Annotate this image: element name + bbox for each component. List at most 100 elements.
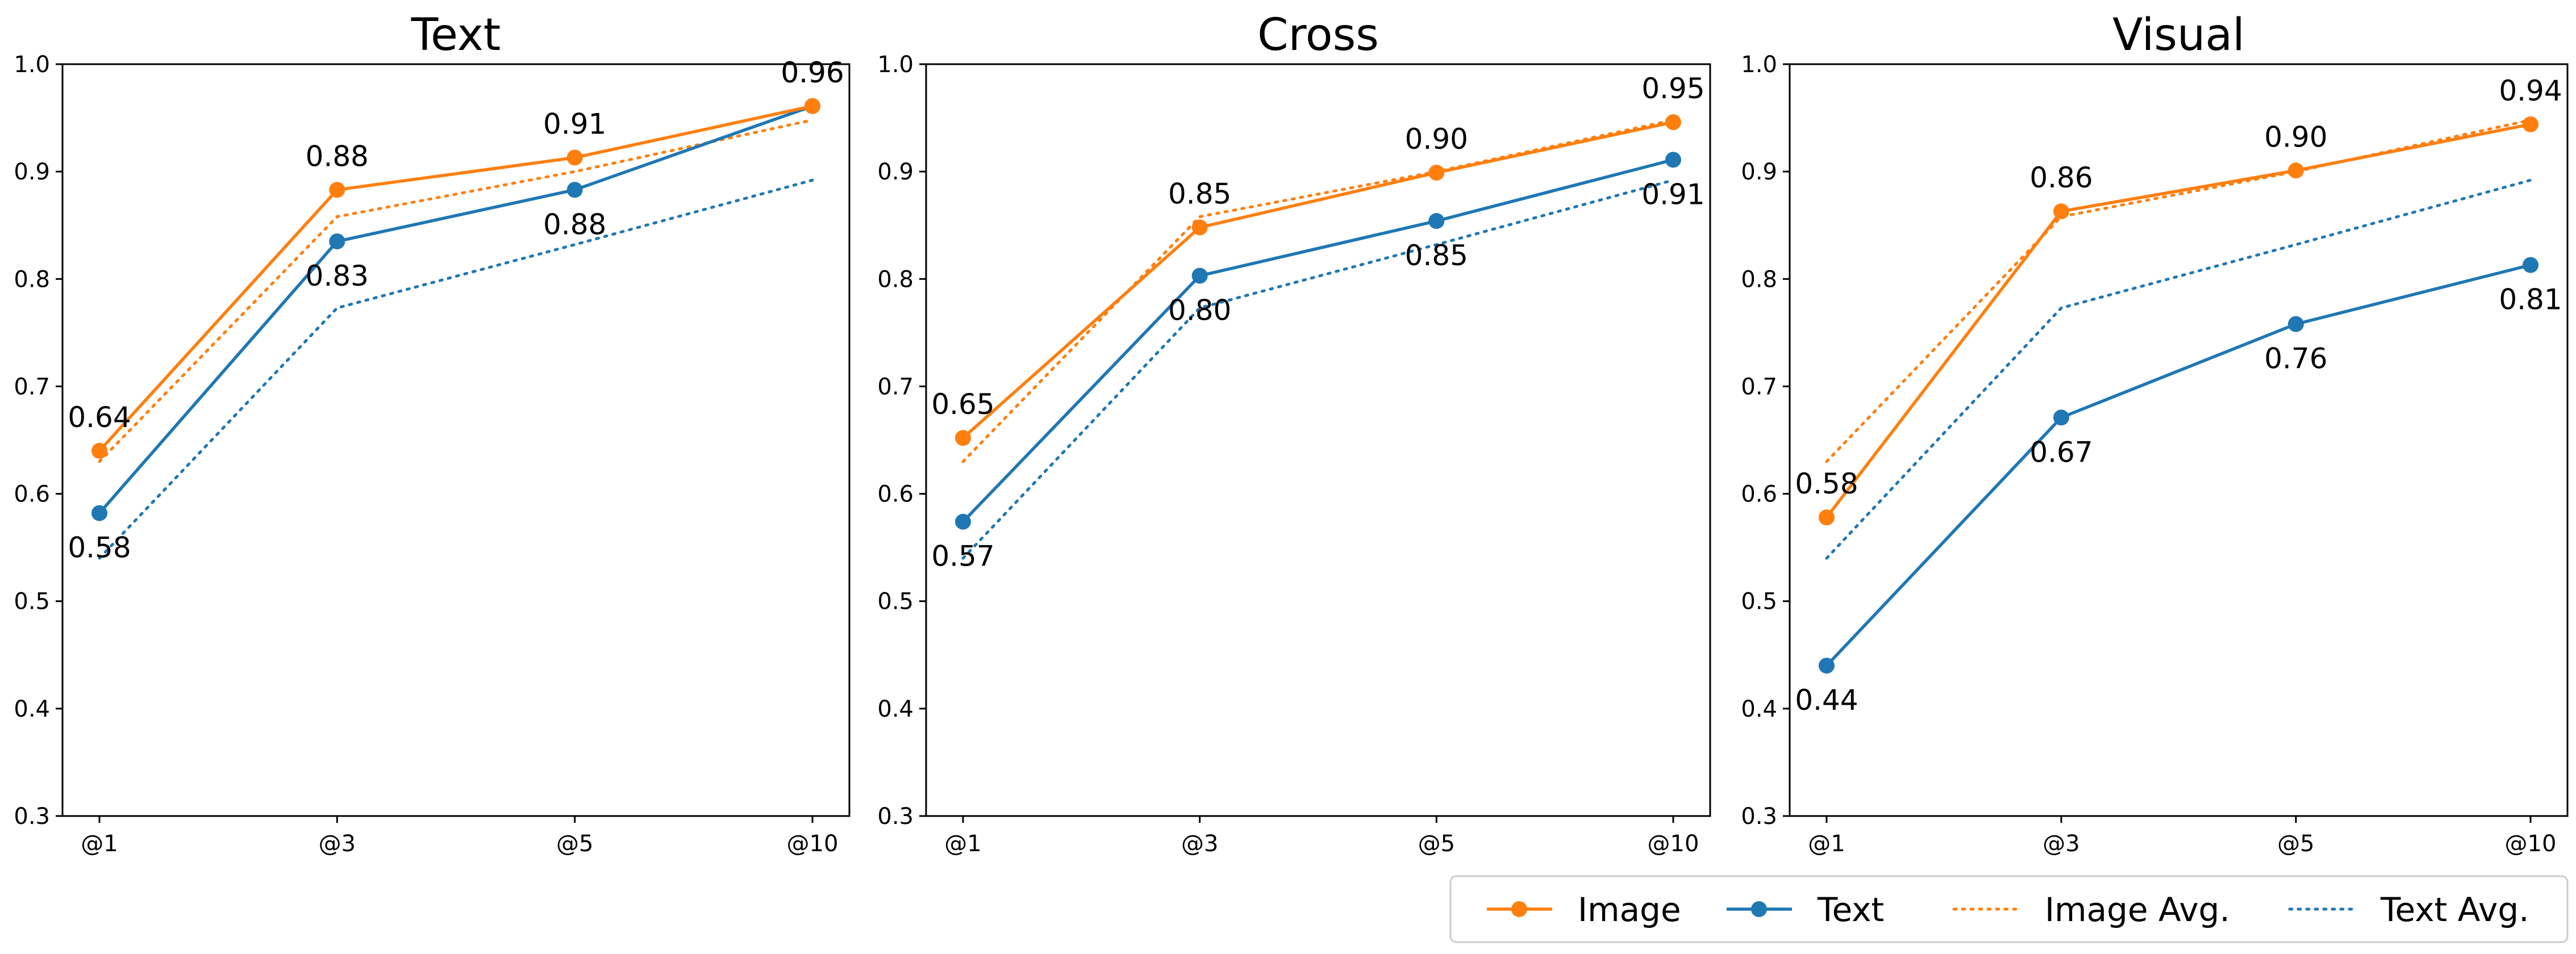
series-line-text — [962, 158, 1674, 523]
data-label-text: 0.44 — [1795, 684, 1858, 717]
data-label-image: 0.85 — [1168, 177, 1231, 210]
data-label-image: 0.90 — [1405, 123, 1468, 156]
y-tick-label: 0.4 — [877, 696, 914, 722]
y-tick-label: 0.3 — [877, 804, 914, 830]
data-point-image — [2053, 203, 2069, 220]
legend-marker-image — [1511, 901, 1527, 917]
data-point-image — [1191, 219, 1208, 236]
data-point-text — [329, 233, 345, 250]
chart-panel-visual: Visual 0.3 0.4 0.5 0.6 0.7 0.8 0.9 1.0 @1 @3 @5 @10 0… — [1741, 10, 2569, 857]
series-line-image-avg — [961, 118, 1675, 463]
data-label-image: 0.58 — [1795, 467, 1858, 500]
data-label-text: 0.57 — [931, 540, 994, 573]
data-label-text: 0.76 — [2264, 342, 2327, 375]
series-line-text — [98, 104, 813, 514]
series-line-image — [1825, 123, 2531, 518]
data-label-text: 0.85 — [1405, 239, 1468, 272]
plot-frame — [61, 63, 851, 817]
legend-label-image-avg: Image Avg. — [2045, 890, 2230, 929]
data-label-text: 0.81 — [2499, 283, 2562, 316]
series-line-image-avg — [98, 118, 814, 463]
y-tick-label: 0.7 — [14, 374, 50, 400]
data-point-image — [566, 149, 583, 166]
y-tick-label: 0.5 — [1741, 589, 1777, 615]
y-tick-label: 0.8 — [1741, 266, 1777, 292]
data-point-image — [1819, 509, 1835, 526]
legend-marker-text — [1751, 901, 1767, 917]
y-tick-label: 0.5 — [877, 589, 914, 615]
legend-label-image: Image — [1578, 890, 1681, 929]
data-label-text: 0.58 — [68, 532, 131, 564]
series-line-image — [962, 120, 1674, 440]
data-label-text: 0.88 — [543, 208, 606, 241]
y-tick-label: 0.5 — [14, 589, 50, 615]
x-tick-label: @1 — [81, 831, 118, 857]
x-tick-label: @5 — [556, 831, 593, 857]
data-label-text: 0.91 — [1641, 178, 1704, 211]
legend: Image Text Image Avg. Text Avg. — [1449, 875, 2569, 943]
data-label-text: 0.80 — [1168, 294, 1231, 327]
data-label-image: 0.65 — [931, 388, 994, 421]
data-point-image — [2288, 162, 2304, 179]
y-tick-label: 0.4 — [1741, 696, 1777, 722]
data-point-image — [955, 430, 971, 446]
x-tick-label: @5 — [1418, 831, 1455, 857]
data-point-text — [2288, 316, 2304, 332]
chart-title: Visual — [2112, 10, 2245, 61]
data-point-text — [1819, 658, 1835, 674]
data-label-image: 0.91 — [543, 108, 606, 141]
data-label-text: 0.67 — [2029, 436, 2093, 468]
y-tick-label: 0.4 — [14, 696, 50, 722]
x-tick-label: @3 — [319, 831, 356, 857]
data-label-image: 0.96 — [781, 56, 844, 89]
data-label-image: 0.64 — [68, 401, 131, 434]
data-point-text — [1191, 267, 1208, 284]
data-point-image — [1428, 165, 1445, 181]
chart-panel-text: Text 0.3 0.4 0.5 0.6 0.7 0.8 0.9 1.0 @1 @3 @5 @10 0.5… — [14, 10, 851, 857]
x-tick-label: @1 — [944, 831, 981, 857]
data-point-image — [805, 98, 820, 114]
y-tick-label: 1.0 — [1741, 52, 1777, 78]
y-tick-label: 0.7 — [1741, 374, 1777, 400]
y-tick-label: 0.3 — [14, 804, 50, 830]
data-label-image: 0.86 — [2029, 161, 2093, 194]
x-tick-label: @10 — [787, 831, 839, 857]
x-tick-label: @3 — [2043, 831, 2079, 857]
y-tick-label: 1.0 — [14, 52, 50, 78]
y-tick-label: 0.6 — [1741, 482, 1777, 508]
plot-frame — [925, 63, 1711, 817]
chart-title: Cross — [1257, 10, 1379, 61]
x-tick-label: @1 — [1808, 831, 1845, 857]
data-point-text — [955, 513, 971, 530]
data-point-text — [1665, 152, 1681, 168]
series-line-text-avg — [1825, 178, 2532, 560]
data-point-text — [2053, 409, 2069, 426]
series-line-image-avg — [1825, 118, 2532, 463]
data-label-image: 0.88 — [306, 140, 369, 173]
x-tick-label: @10 — [2505, 831, 2557, 857]
x-tick-label: @5 — [2277, 831, 2314, 857]
data-point-text — [2523, 257, 2539, 273]
y-tick-label: 0.6 — [877, 482, 914, 508]
legend-label-text: Text — [1817, 890, 1884, 929]
legend-label-text-avg: Text Avg. — [2380, 890, 2529, 929]
data-label-text: 0.96 — [781, 56, 844, 89]
data-label-image: 0.90 — [2264, 120, 2327, 153]
data-point-image — [1665, 114, 1681, 131]
y-tick-label: 1.0 — [877, 52, 914, 78]
data-label-text: 0.83 — [306, 260, 369, 292]
plot-frame — [1789, 63, 2569, 817]
data-point-text — [1428, 213, 1445, 229]
series-line-text-avg — [98, 178, 814, 560]
series-line-image — [98, 104, 813, 452]
x-tick-label: @10 — [1648, 831, 1699, 857]
data-label-image: 0.95 — [1641, 72, 1704, 105]
data-point-text — [566, 182, 583, 198]
y-tick-label: 0.8 — [877, 266, 914, 292]
y-tick-label: 0.7 — [877, 374, 914, 400]
y-tick-label: 0.6 — [14, 482, 50, 508]
data-point-text — [91, 505, 107, 521]
data-point-image — [2523, 116, 2539, 132]
series-line-text-avg — [961, 178, 1675, 560]
